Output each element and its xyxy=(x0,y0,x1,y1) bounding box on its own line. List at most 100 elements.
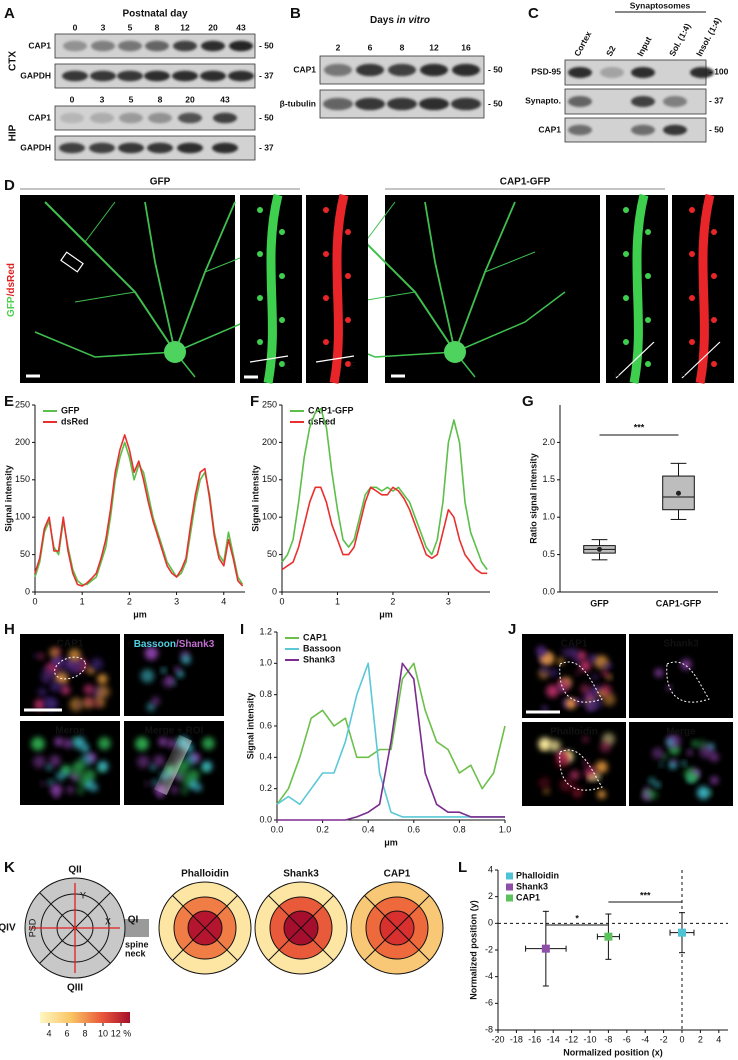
x-axis-label: μm xyxy=(379,609,393,619)
blot-band xyxy=(144,70,170,82)
y-tick-label: 0.4 xyxy=(259,752,272,762)
blot-band xyxy=(663,96,687,107)
signal xyxy=(599,741,611,753)
series-line xyxy=(281,407,488,571)
blot-band xyxy=(119,112,143,124)
point xyxy=(604,932,613,941)
legend-label: CAP1 xyxy=(303,632,327,642)
y-tick-label: 150 xyxy=(262,474,277,484)
signal xyxy=(77,787,84,795)
signal xyxy=(602,693,616,706)
signal xyxy=(538,780,545,787)
panel-label: L xyxy=(458,859,467,876)
blot-band xyxy=(201,40,225,52)
quadrant-label: QIV xyxy=(0,923,16,934)
y-tick-label: 1.2 xyxy=(259,626,272,636)
blot-band xyxy=(568,124,592,136)
blot-band xyxy=(91,40,115,52)
y-tick-label: 1.0 xyxy=(259,658,272,668)
x-tick-label: 0.4 xyxy=(362,824,375,834)
point xyxy=(541,944,550,953)
signal xyxy=(176,670,184,678)
signal xyxy=(652,747,664,759)
lane-label: 20 xyxy=(185,94,195,104)
signal xyxy=(37,653,44,660)
blot-band xyxy=(690,67,714,78)
blot-band xyxy=(147,142,173,154)
signal xyxy=(561,648,570,657)
colorbar-label: 10 xyxy=(98,1028,108,1038)
signal xyxy=(654,668,664,678)
panel-label: H xyxy=(4,621,15,638)
blot-band xyxy=(387,97,417,111)
signal xyxy=(135,736,149,751)
signal xyxy=(557,657,565,665)
legend-swatch xyxy=(506,894,513,902)
blot-band xyxy=(355,97,385,111)
spine xyxy=(345,273,351,279)
signal xyxy=(586,703,595,712)
signal xyxy=(201,760,213,772)
x-tick-label: 1 xyxy=(80,596,85,606)
y-tick-label: 0.6 xyxy=(259,720,272,730)
quad-line xyxy=(172,895,238,961)
signal xyxy=(174,666,181,673)
x-tick-label: 2 xyxy=(127,596,132,606)
signal xyxy=(55,771,66,781)
roi-strip xyxy=(153,734,193,796)
y-tick-label: 1.5 xyxy=(542,474,555,484)
blot-band xyxy=(213,112,237,124)
channel-label: GFP/dsRed xyxy=(6,263,17,317)
panel-label: B xyxy=(290,5,301,22)
spine xyxy=(711,273,717,279)
legend-swatch xyxy=(506,872,513,880)
panel-label: J xyxy=(508,621,516,638)
signal xyxy=(40,667,55,682)
signal xyxy=(597,790,606,799)
spine xyxy=(623,207,629,213)
y-tick-label: -4 xyxy=(485,971,493,981)
x-tick-label: -16 xyxy=(528,1034,541,1044)
signal xyxy=(710,776,719,785)
mw-label: - 50 xyxy=(488,64,503,74)
mw-label: - 50 xyxy=(259,112,274,122)
y-tick-label: 4 xyxy=(488,864,493,874)
lane-label: 16 xyxy=(461,42,471,52)
x-tick-label: 4 xyxy=(221,596,226,606)
y-tick-label: 100 xyxy=(15,512,30,522)
mean xyxy=(676,490,681,496)
signal xyxy=(63,738,73,749)
image-label: Merge + ROI xyxy=(145,726,204,737)
y-tick-label: 50 xyxy=(20,549,30,559)
x-tick-label: 2 xyxy=(698,1034,703,1044)
dendrite xyxy=(74,291,136,303)
signal xyxy=(559,778,573,792)
blot-band xyxy=(631,96,655,107)
signal xyxy=(50,682,59,692)
signal xyxy=(52,658,59,664)
signal xyxy=(540,666,549,675)
spine xyxy=(345,317,351,323)
signal xyxy=(37,687,47,697)
lane-label: Sol. (1:4) xyxy=(667,21,693,58)
signal xyxy=(33,653,38,658)
signal xyxy=(648,777,656,785)
roi-outline xyxy=(666,661,710,703)
y-tick-label: 50 xyxy=(267,549,277,559)
blot-band xyxy=(90,112,114,124)
blot-band xyxy=(228,70,254,82)
spine xyxy=(645,361,651,367)
blot-band xyxy=(62,70,88,82)
spine xyxy=(323,251,329,257)
micrograph xyxy=(385,195,600,383)
x-tick-label: -8 xyxy=(604,1034,612,1044)
x-tick-label: 0.0 xyxy=(271,824,284,834)
signal xyxy=(31,736,45,751)
signal xyxy=(85,697,93,706)
blot-band xyxy=(200,70,226,82)
blot-band xyxy=(663,124,687,136)
profile-label: E xyxy=(350,360,356,370)
blot-band xyxy=(568,96,592,107)
legend-label: Shank3 xyxy=(516,881,548,891)
